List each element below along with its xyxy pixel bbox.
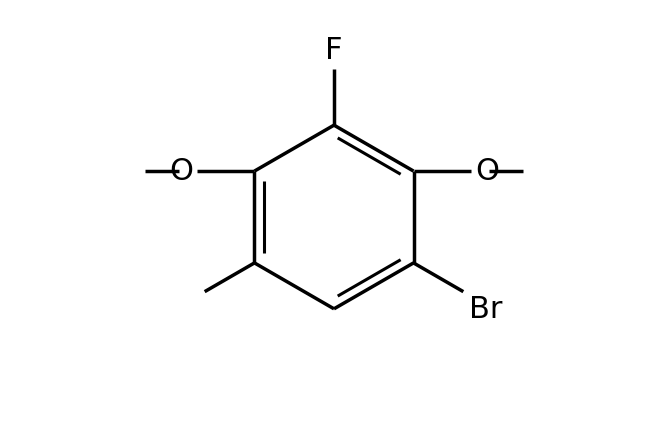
Text: O: O (475, 157, 499, 186)
Text: F: F (325, 36, 343, 65)
Text: Br: Br (469, 295, 502, 324)
Text: O: O (169, 157, 193, 186)
